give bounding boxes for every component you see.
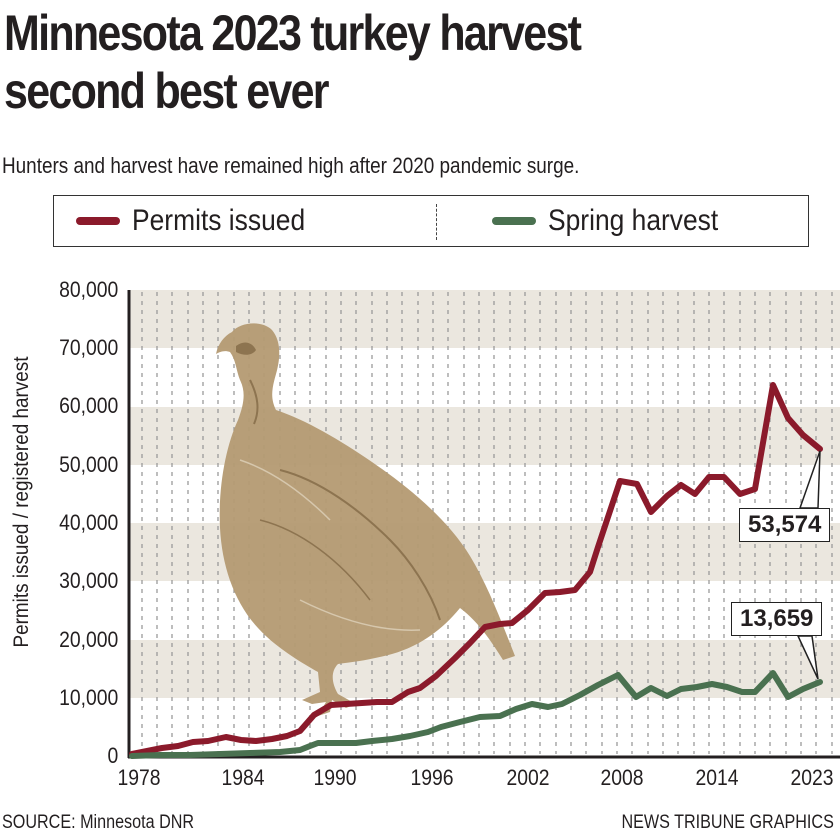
x-tick-1984: 1984: [221, 765, 265, 790]
x-tick-2023: 2023: [790, 765, 834, 790]
y-tick-30000: 30,000: [58, 568, 118, 593]
chart-title: Minnesota 2023 turkey harvest second bes…: [4, 4, 718, 120]
graphics-credit: NEWS TRIBUNE GRAPHICS: [621, 812, 834, 833]
title-line-1: Minnesota 2023 turkey harvest: [4, 5, 582, 61]
legend-item-permits: Permits issued: [76, 202, 329, 240]
permits-issued-line: [129, 382, 823, 757]
turkey-illustration-icon: [216, 323, 515, 716]
y-tick-80000: 80,000: [58, 277, 118, 302]
y-tick-10000: 10,000: [58, 685, 118, 710]
permits-line-swatch-icon: [76, 217, 120, 225]
x-tick-2008: 2008: [600, 765, 644, 790]
spring-harvest-line: [129, 670, 823, 759]
y-axis-label: Permits issued / registered harvest: [10, 356, 33, 648]
harvest-line-swatch-icon: [492, 217, 536, 225]
source-note: SOURCE: Minnesota DNR: [2, 812, 195, 833]
legend-label-permits: Permits issued: [132, 204, 306, 237]
callout-permits-2023: 53,574: [739, 508, 831, 542]
background-bands: [130, 290, 840, 698]
legend-label-harvest: Spring harvest: [548, 204, 719, 237]
x-tick-1996: 1996: [410, 765, 454, 790]
y-tick-60000: 60,000: [58, 393, 118, 418]
x-tick-2014: 2014: [695, 765, 739, 790]
x-tick-1978: 1978: [117, 765, 161, 790]
callout-harvest-2023: 13,659: [731, 602, 823, 636]
y-tick-70000: 70,000: [58, 335, 118, 360]
y-tick-20000: 20,000: [58, 627, 118, 652]
y-tick-0: 0: [107, 743, 118, 768]
x-tick-1990: 1990: [313, 765, 357, 790]
legend-item-harvest: Spring harvest: [492, 202, 741, 240]
y-tick-50000: 50,000: [58, 452, 118, 477]
callout-pointer-harvest: [796, 635, 819, 680]
legend: Permits issued Spring harvest: [53, 195, 809, 247]
legend-divider: [436, 204, 437, 240]
chart-subtitle: Hunters and harvest have remained high a…: [2, 153, 580, 178]
x-tick-2002: 2002: [506, 765, 550, 790]
y-tick-40000: 40,000: [58, 510, 118, 535]
title-line-2: second best ever: [4, 63, 330, 119]
